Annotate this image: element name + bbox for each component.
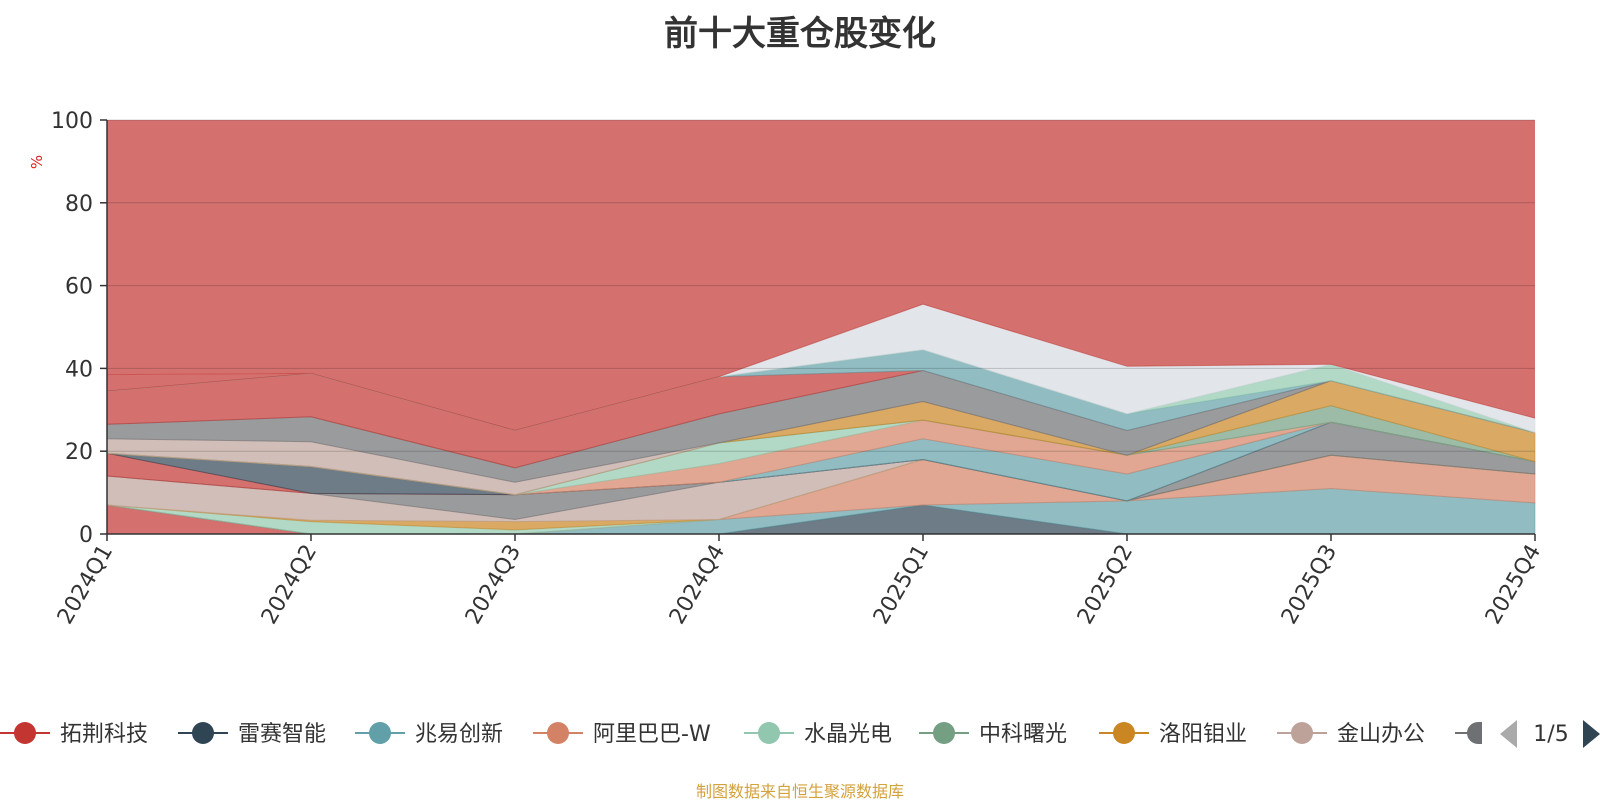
x-tick-label-2025Q3: 2025Q3: [1277, 541, 1342, 629]
y-tick-label-20: 20: [65, 440, 93, 465]
legend-marker: [1291, 722, 1313, 744]
legend-marker: [14, 722, 36, 744]
legend-layer: 拓荆科技 雷赛智能 兆易创新 阿里巴巴-W 水晶光电 中科曙光 洛阳钼业 金山办公 1/5: [0, 720, 1600, 748]
area-remainder: [107, 120, 1535, 431]
legend-marker: [192, 722, 214, 744]
y-tick-label-100: 100: [51, 109, 93, 134]
y-tick-label-40: 40: [65, 357, 93, 382]
y-tick-label-60: 60: [65, 275, 93, 300]
legend-item-兆易创新[interactable]: 兆易创新: [355, 722, 503, 747]
legend-label: 拓荆科技: [60, 722, 148, 747]
legend-item-阿里巴巴-W[interactable]: 阿里巴巴-W: [533, 722, 711, 747]
legend-item-金山办公[interactable]: 金山办公: [1277, 722, 1425, 747]
grid-layer: [107, 119, 1535, 452]
x-tick-label-2025Q2: 2025Q2: [1073, 541, 1138, 629]
legend-label: 金山办公: [1337, 722, 1425, 747]
legend-item-truncated: [1455, 722, 1482, 744]
x-tick-label-2024Q2: 2024Q2: [257, 541, 322, 629]
legend-label: 阿里巴巴-W: [593, 722, 711, 747]
legend-prev-page-icon[interactable]: [1500, 720, 1517, 748]
y-tick-label-0: 0: [79, 523, 93, 548]
legend-item-洛阳钼业[interactable]: 洛阳钼业: [1099, 722, 1247, 747]
y-axis-label: %: [28, 155, 46, 169]
legend-item-雷赛智能[interactable]: 雷赛智能: [178, 722, 326, 747]
legend-marker: [758, 722, 780, 744]
legend-marker: [547, 722, 569, 744]
legend-marker: [1113, 722, 1135, 744]
chart-title: 前十大重仓股变化: [664, 14, 936, 54]
legend-page-indicator: 1/5: [1533, 722, 1568, 747]
legend-label: 洛阳钼业: [1159, 722, 1247, 747]
x-tick-label-2024Q1: 2024Q1: [53, 541, 118, 629]
y-tick-label-80: 80: [65, 192, 93, 217]
x-tick-label-2025Q1: 2025Q1: [869, 541, 934, 629]
legend-item-中科曙光[interactable]: 中科曙光: [919, 722, 1067, 747]
x-tick-label-2024Q3: 2024Q3: [461, 541, 526, 629]
x-tick-label-2025Q4: 2025Q4: [1481, 541, 1546, 629]
x-tick-label-2024Q4: 2024Q4: [665, 541, 730, 629]
legend-label: 水晶光电: [804, 722, 892, 747]
source-note: 制图数据来自恒生聚源数据库: [695, 782, 904, 801]
areas-layer: [106, 120, 1536, 535]
legend-item-拓荆科技[interactable]: 拓荆科技: [0, 722, 148, 747]
legend-marker: [933, 722, 955, 744]
legend-label: 雷赛智能: [238, 722, 326, 747]
legend-label: 兆易创新: [415, 722, 503, 747]
legend-label: 中科曙光: [979, 722, 1067, 747]
legend-next-page-icon[interactable]: [1583, 720, 1600, 748]
legend-item-水晶光电[interactable]: 水晶光电: [744, 722, 892, 747]
legend-marker: [369, 722, 391, 744]
legend-marker: [1467, 722, 1482, 744]
